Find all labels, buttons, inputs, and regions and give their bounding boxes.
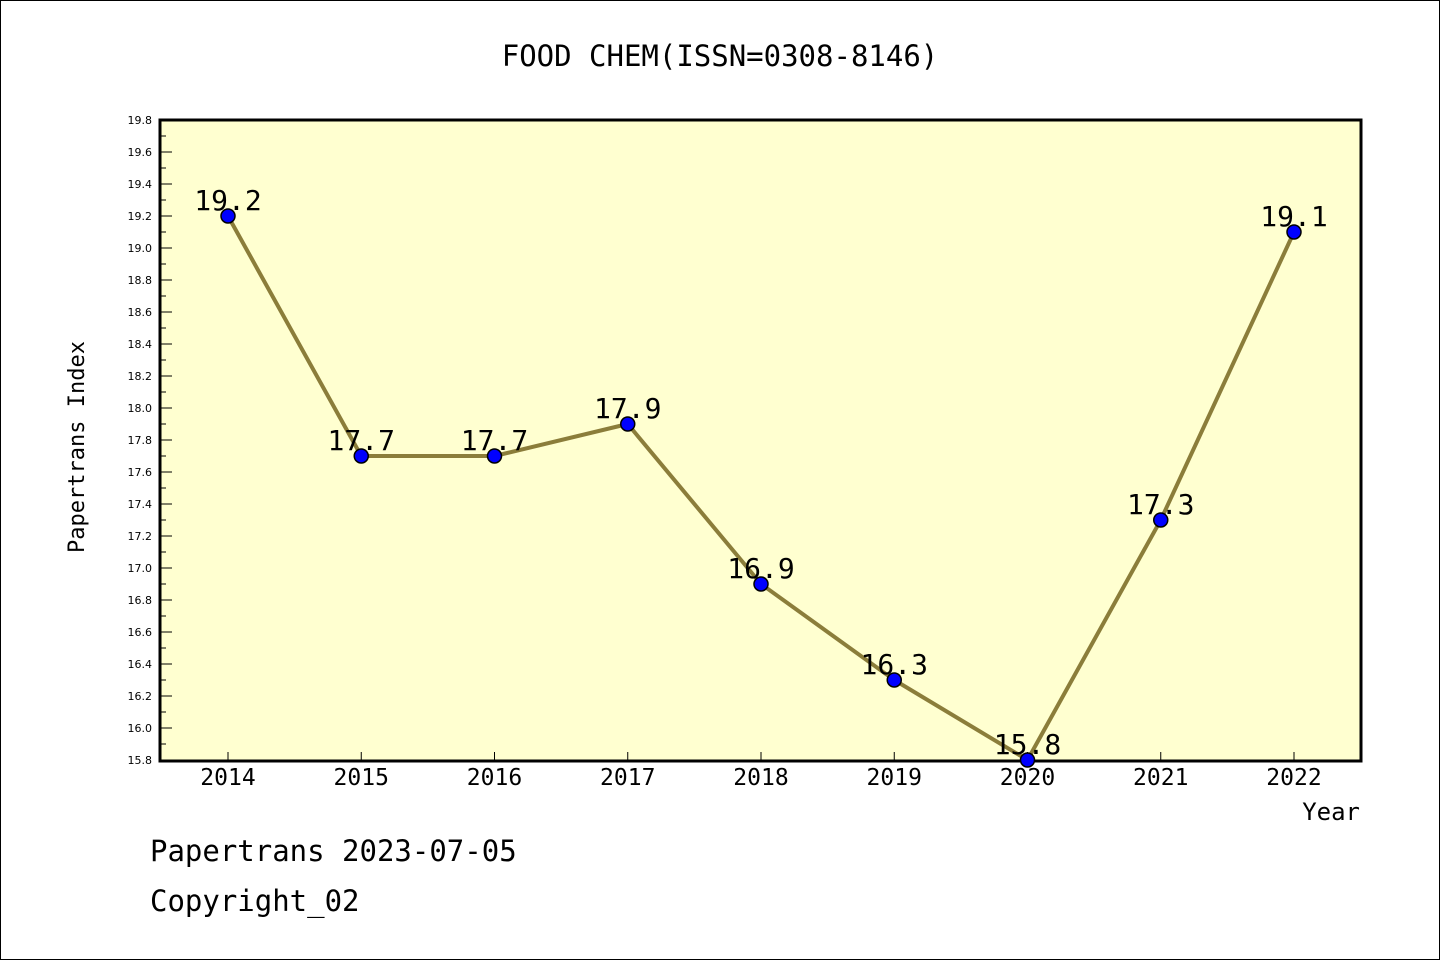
x-axis: 2014 2015 2016 2017 2018 2019 2020 2021 2022 bbox=[200, 752, 1322, 791]
y-tick-label: 16.6 bbox=[128, 626, 153, 639]
data-label: 15.8 bbox=[994, 728, 1061, 761]
x-tick-label: 2017 bbox=[600, 765, 655, 791]
series-layer bbox=[220, 208, 1302, 768]
y-tick-label: 17.4 bbox=[128, 498, 153, 511]
data-label: 17.9 bbox=[594, 392, 661, 425]
x-tick-label: 2021 bbox=[1133, 765, 1188, 791]
y-tick-label: 15.8 bbox=[128, 754, 153, 767]
data-label: 17.7 bbox=[328, 424, 395, 457]
y-tick-label: 16.0 bbox=[128, 722, 153, 735]
plot-area bbox=[158, 118, 1363, 763]
y-tick-label: 18.4 bbox=[128, 338, 153, 351]
y-tick-label: 17.6 bbox=[128, 466, 153, 479]
chart-title: FOOD CHEM(ISSN=0308-8146) bbox=[502, 39, 939, 73]
x-tick-label: 2019 bbox=[867, 765, 922, 791]
data-point bbox=[886, 672, 902, 688]
y-tick-label: 18.6 bbox=[128, 306, 153, 319]
y-tick-label: 18.0 bbox=[128, 402, 153, 415]
y-tick-label: 17.8 bbox=[128, 434, 153, 447]
x-tick-label: 2018 bbox=[733, 765, 788, 791]
y-tick-label: 16.2 bbox=[128, 690, 153, 703]
y-tick-label: 17.0 bbox=[128, 562, 153, 575]
footer-date-text: Papertrans 2023-07-05 bbox=[150, 834, 517, 868]
data-label: 19.1 bbox=[1260, 200, 1327, 233]
x-tick-label: 2016 bbox=[467, 765, 522, 791]
y-tick-label: 19.2 bbox=[128, 210, 153, 223]
y-tick-label: 19.4 bbox=[128, 178, 153, 191]
data-label: 17.7 bbox=[461, 424, 528, 457]
y-tick-label: 18.8 bbox=[128, 274, 153, 287]
x-tick-label: 2014 bbox=[200, 765, 255, 791]
y-tick-label: 16.4 bbox=[128, 658, 153, 671]
y-tick-label: 19.8 bbox=[128, 114, 153, 127]
y-axis-label: Papertrans Index bbox=[65, 341, 90, 553]
y-tick-label: 18.2 bbox=[128, 370, 153, 383]
data-point bbox=[220, 208, 236, 224]
data-point bbox=[753, 576, 769, 592]
y-tick-label: 19.0 bbox=[128, 242, 153, 255]
data-label: 16.9 bbox=[727, 552, 794, 585]
footer-copyright-text: Copyright_02 bbox=[150, 884, 360, 918]
data-labels: 19.2 17.7 17.7 17.9 16.9 16.3 15.8 17.3 19.1 bbox=[194, 184, 1327, 761]
data-point bbox=[1286, 224, 1302, 240]
y-axis: 15.8 16.0 16.2 16.4 16.6 16.8 17.0 17.2 17.4 17.6… bbox=[128, 114, 172, 767]
x-tick-label: 2020 bbox=[1000, 765, 1055, 791]
x-tick-label: 2022 bbox=[1266, 765, 1321, 791]
data-point bbox=[1019, 752, 1036, 768]
data-label: 17.3 bbox=[1127, 488, 1194, 521]
data-point bbox=[486, 448, 503, 464]
y-tick-label: 17.2 bbox=[128, 530, 153, 543]
data-point bbox=[620, 416, 636, 432]
data-label: 16.3 bbox=[861, 648, 928, 681]
y-tick-label: 16.8 bbox=[128, 594, 153, 607]
data-point bbox=[1153, 512, 1169, 528]
x-axis-label: Year bbox=[1302, 798, 1360, 826]
x-tick-label: 2015 bbox=[334, 765, 389, 791]
y-tick-label: 19.6 bbox=[128, 146, 153, 159]
data-point bbox=[353, 448, 369, 464]
data-label: 19.2 bbox=[194, 184, 261, 217]
